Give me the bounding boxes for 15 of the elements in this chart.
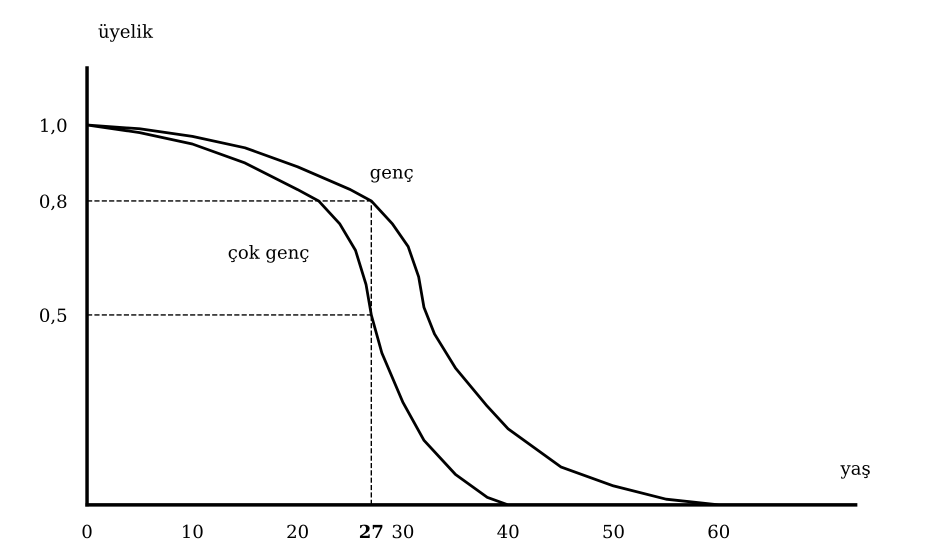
y-tick-label: 0,5 <box>40 308 66 324</box>
x-axis-title: yaş <box>840 465 870 479</box>
y-tick-label: 0,8 <box>40 194 66 210</box>
series-label: genç <box>370 168 413 182</box>
x-tick-label: 40 <box>497 524 518 538</box>
x-tick-label: 0 <box>82 524 92 538</box>
x-tick-label: 27 <box>360 524 382 538</box>
x-tick-label: 10 <box>183 524 203 538</box>
x-tick-label: 50 <box>604 524 624 538</box>
x-tick-label: 20 <box>287 524 308 538</box>
y-axis-title: üyelik <box>98 24 154 42</box>
y-tick-label: 1,0 <box>41 118 66 134</box>
text: çok genç <box>228 244 309 263</box>
x-tick-label: 60 <box>708 524 730 538</box>
x-tick-label: 30 <box>392 524 414 538</box>
